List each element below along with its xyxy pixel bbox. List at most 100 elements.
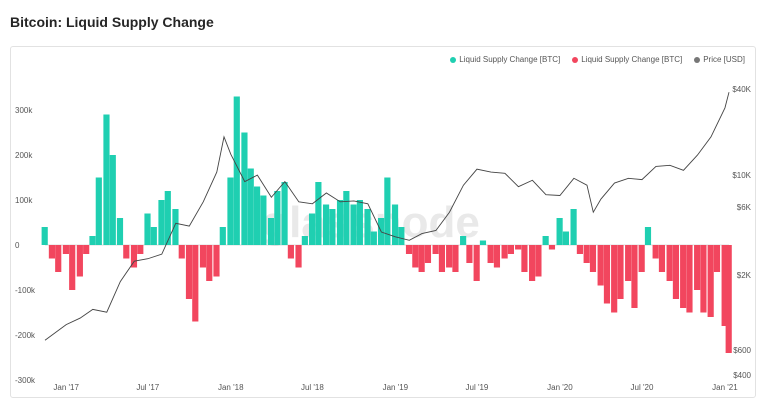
page-title: Bitcoin: Liquid Supply Change [10, 14, 214, 30]
supply-bar-negative [199, 245, 207, 268]
supply-bar-negative [603, 245, 611, 304]
supply-bar-positive [315, 182, 322, 245]
y-right-tick-label: $40K [732, 85, 751, 94]
supply-bar-negative [725, 245, 732, 353]
y-right-tick-label: $6K [737, 203, 752, 212]
supply-bar-negative [686, 245, 693, 313]
supply-bar-negative [507, 245, 514, 254]
supply-bar-positive [570, 209, 577, 245]
supply-bar-negative [424, 245, 432, 263]
y-left-tick-label: 100k [15, 196, 33, 205]
supply-bar-negative [666, 245, 673, 281]
price-line-group [44, 92, 730, 341]
y-axis-right: $40K $10K $6K $2K $600 $400 [732, 85, 751, 380]
supply-bar-negative [446, 245, 453, 268]
supply-bar-positive [95, 177, 102, 245]
x-axis: Jan '17 Jul '17 Jan '18 Jul '18 Jan '19 Jul '… [53, 383, 738, 392]
supply-bar-positive [370, 231, 377, 245]
x-tick-label: Jan '19 [383, 383, 409, 392]
supply-bar-negative [694, 245, 701, 290]
supply-bar-positive [144, 213, 151, 245]
y-right-tick-label: $400 [733, 371, 751, 380]
supply-bar-negative [137, 245, 144, 254]
supply-bar-positive [89, 236, 96, 245]
supply-bar-negative [583, 245, 590, 263]
supply-bar-positive [479, 240, 487, 245]
supply-bar-negative [287, 245, 294, 259]
supply-bar-negative [192, 245, 199, 322]
supply-bar-positive [384, 177, 391, 245]
supply-bar-negative [412, 245, 419, 268]
supply-bar-negative [418, 245, 425, 272]
supply-bar-positive [150, 227, 157, 245]
supply-bar-negative [62, 245, 69, 254]
supply-bar-negative [672, 245, 680, 299]
supply-bar-negative [473, 245, 480, 281]
supply-bar-negative [466, 245, 473, 263]
supply-bar-positive [460, 236, 467, 245]
supply-bar-negative [700, 245, 707, 313]
supply-bar-negative [713, 245, 721, 272]
supply-bar-positive [343, 191, 350, 245]
supply-bar-positive [109, 155, 116, 245]
supply-bar-negative [521, 245, 528, 272]
supply-bar-positive [241, 132, 248, 245]
supply-bar-positive [267, 218, 275, 245]
x-tick-label: Jan '21 [712, 383, 738, 392]
y-left-tick-label: -300k [15, 376, 36, 385]
supply-bar-negative [631, 245, 638, 308]
supply-bar-negative [178, 245, 185, 259]
legend-item-positive[interactable]: Liquid Supply Change [BTC] [450, 55, 560, 64]
supply-bar-positive [556, 218, 563, 245]
y-right-tick-label: $10K [732, 171, 751, 180]
liquid-supply-bars [41, 96, 732, 353]
legend-item-negative[interactable]: Liquid Supply Change [BTC] [572, 55, 682, 64]
legend-item-price[interactable]: Price [USD] [694, 55, 745, 64]
supply-bar-positive [164, 191, 171, 245]
supply-bar-positive [103, 114, 110, 245]
price-line [44, 92, 730, 341]
x-tick-label: Jan '18 [218, 383, 244, 392]
y-axis-left: 300k 200k 100k 0 -100k -200k -300k [15, 106, 36, 385]
supply-bar-positive [301, 236, 308, 245]
supply-bar-positive [253, 186, 261, 245]
supply-bar-negative [529, 245, 536, 281]
y-left-tick-label: 0 [15, 241, 20, 250]
supply-bar-positive [227, 177, 234, 245]
supply-bar-positive [172, 209, 179, 245]
supply-bar-negative [617, 245, 624, 299]
supply-bar-negative [83, 245, 90, 254]
x-tick-label: Jan '20 [547, 383, 573, 392]
supply-bar-positive [322, 204, 330, 245]
supply-bar-negative [76, 245, 83, 277]
supply-bar-positive [274, 191, 281, 245]
chart-panel: Liquid Supply Change [BTC] Liquid Supply… [10, 46, 756, 398]
supply-bar-positive [308, 213, 316, 245]
legend-label-negative: Liquid Supply Change [BTC] [581, 55, 683, 64]
supply-bar-positive [364, 209, 371, 245]
x-tick-label: Jul '20 [631, 383, 654, 392]
supply-bar-negative [69, 245, 76, 290]
supply-bar-negative [438, 245, 446, 272]
y-right-tick-label: $2K [737, 271, 752, 280]
supply-bar-positive [219, 227, 226, 245]
legend-dot-negative [572, 56, 579, 63]
supply-bar-positive [116, 218, 124, 245]
supply-bar-negative [55, 245, 62, 272]
legend-label-price: Price [USD] [703, 55, 745, 64]
supply-bar-positive [644, 227, 652, 245]
legend-label-positive: Liquid Supply Change [BTC] [459, 55, 561, 64]
y-left-tick-label: 300k [15, 106, 33, 115]
supply-bar-negative [185, 245, 193, 299]
supply-bar-negative [638, 245, 645, 272]
supply-bar-positive [542, 236, 549, 245]
supply-bar-negative [493, 245, 501, 268]
supply-bar-negative [130, 245, 138, 268]
supply-bar-negative [432, 245, 439, 254]
supply-bar-positive [247, 168, 254, 245]
y-right-tick-label: $600 [733, 346, 751, 355]
supply-bar-negative [487, 245, 494, 263]
supply-bar-negative [721, 245, 728, 326]
x-tick-label: Jul '19 [466, 383, 489, 392]
supply-bar-negative [589, 245, 597, 272]
